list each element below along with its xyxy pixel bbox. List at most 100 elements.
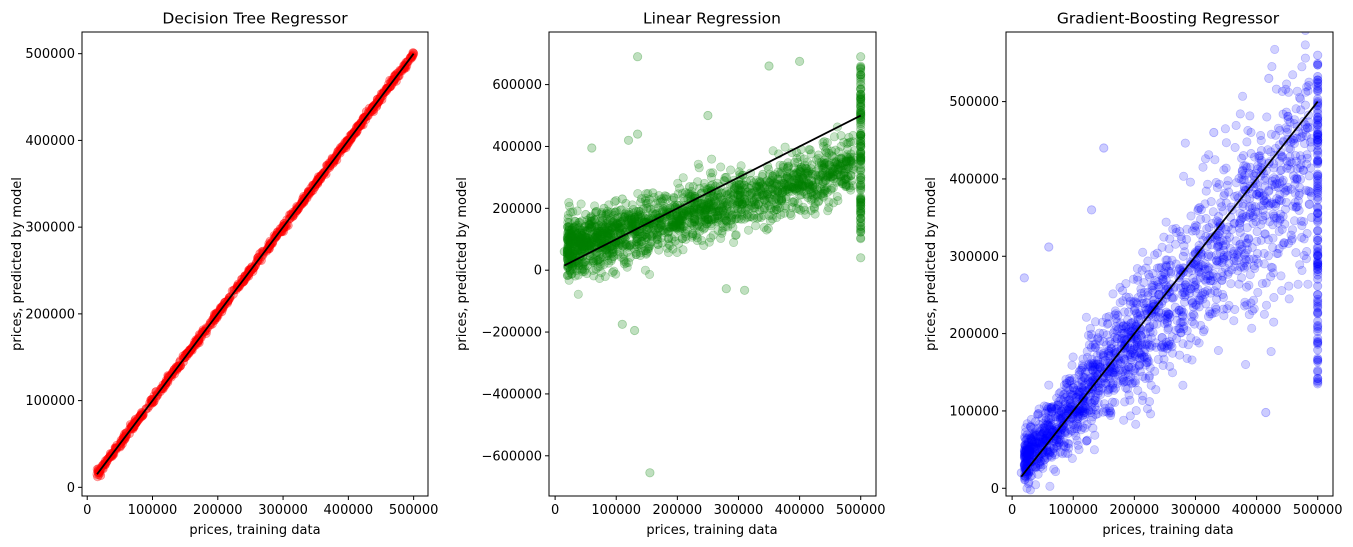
data-point bbox=[720, 173, 730, 183]
y-tick-label: 600000 bbox=[492, 78, 542, 93]
data-point bbox=[856, 155, 866, 165]
data-point bbox=[591, 230, 601, 240]
data-point bbox=[794, 180, 804, 190]
data-point bbox=[603, 209, 613, 219]
data-point bbox=[737, 200, 747, 210]
data-point bbox=[1046, 415, 1056, 425]
data-point bbox=[664, 222, 674, 232]
data-point bbox=[740, 184, 750, 194]
data-point bbox=[253, 253, 263, 263]
data-point bbox=[817, 160, 827, 170]
data-point bbox=[733, 185, 744, 195]
data-point bbox=[590, 201, 600, 211]
data-point bbox=[818, 163, 828, 173]
data-point bbox=[734, 197, 744, 207]
data-point bbox=[1297, 221, 1307, 231]
data-point bbox=[1275, 126, 1285, 136]
data-point bbox=[755, 206, 765, 216]
data-point bbox=[563, 246, 573, 256]
data-point bbox=[662, 224, 672, 234]
data-point bbox=[386, 81, 396, 91]
data-point bbox=[573, 234, 583, 244]
data-point bbox=[1118, 366, 1128, 376]
data-point bbox=[607, 254, 617, 264]
data-point bbox=[569, 229, 579, 239]
data-point bbox=[327, 154, 337, 164]
data-point bbox=[678, 173, 688, 183]
data-point bbox=[827, 183, 837, 193]
data-point bbox=[335, 145, 345, 155]
data-point bbox=[587, 230, 597, 240]
data-point bbox=[792, 186, 802, 196]
y-tick-label: −400000 bbox=[481, 387, 542, 402]
data-point bbox=[727, 199, 737, 209]
data-point bbox=[574, 261, 584, 271]
data-point bbox=[574, 264, 584, 274]
data-point bbox=[1229, 316, 1239, 326]
data-point bbox=[856, 175, 866, 185]
data-point bbox=[752, 190, 762, 200]
data-point bbox=[723, 206, 733, 216]
data-point bbox=[600, 272, 610, 282]
plot-frame bbox=[81, 31, 429, 497]
data-point bbox=[800, 160, 810, 170]
data-point bbox=[583, 260, 593, 270]
data-point bbox=[359, 112, 369, 122]
data-point bbox=[749, 213, 759, 223]
data-point bbox=[811, 170, 821, 180]
data-point bbox=[563, 235, 573, 245]
data-point bbox=[1256, 131, 1266, 141]
data-point bbox=[408, 48, 418, 58]
data-point bbox=[751, 186, 761, 196]
data-point bbox=[606, 230, 616, 240]
data-point bbox=[392, 69, 402, 79]
data-point bbox=[576, 199, 586, 209]
data-point bbox=[617, 225, 627, 235]
data-point bbox=[803, 167, 813, 177]
data-point bbox=[607, 222, 617, 232]
data-point bbox=[827, 172, 837, 182]
data-point bbox=[617, 194, 627, 204]
data-point bbox=[1245, 162, 1255, 172]
data-point bbox=[759, 183, 769, 193]
data-point bbox=[691, 200, 701, 210]
x-tick-label: 0 bbox=[1008, 503, 1016, 518]
data-point bbox=[856, 221, 866, 231]
data-point bbox=[856, 155, 866, 165]
x-tick-label: 500000 bbox=[836, 503, 886, 518]
data-point bbox=[1104, 403, 1114, 413]
data-point bbox=[570, 271, 580, 281]
data-point bbox=[807, 181, 817, 191]
data-point bbox=[1020, 433, 1030, 443]
data-point bbox=[711, 217, 721, 227]
data-point bbox=[636, 213, 646, 223]
data-point bbox=[682, 210, 692, 220]
data-point bbox=[595, 259, 605, 269]
data-point bbox=[819, 163, 829, 173]
data-point bbox=[1235, 208, 1245, 218]
data-point bbox=[702, 209, 712, 219]
data-point bbox=[577, 234, 587, 244]
data-point bbox=[1305, 200, 1315, 210]
data-point bbox=[1112, 352, 1122, 362]
y-tick-label: 400000 bbox=[949, 172, 999, 187]
data-point bbox=[178, 357, 188, 367]
data-point bbox=[711, 207, 721, 217]
data-point bbox=[828, 152, 838, 162]
data-point bbox=[697, 198, 707, 208]
data-point bbox=[750, 204, 760, 214]
data-point bbox=[606, 214, 616, 224]
data-point bbox=[832, 159, 842, 169]
data-point bbox=[1313, 105, 1323, 115]
data-point bbox=[563, 270, 573, 280]
data-point bbox=[626, 213, 636, 223]
data-point bbox=[1178, 380, 1188, 390]
data-point bbox=[573, 220, 583, 230]
data-point bbox=[845, 183, 855, 193]
data-point bbox=[790, 183, 800, 193]
data-point bbox=[733, 208, 743, 218]
data-point bbox=[766, 204, 776, 214]
data-point bbox=[846, 185, 856, 195]
data-point bbox=[856, 203, 866, 213]
data-point bbox=[848, 131, 858, 141]
